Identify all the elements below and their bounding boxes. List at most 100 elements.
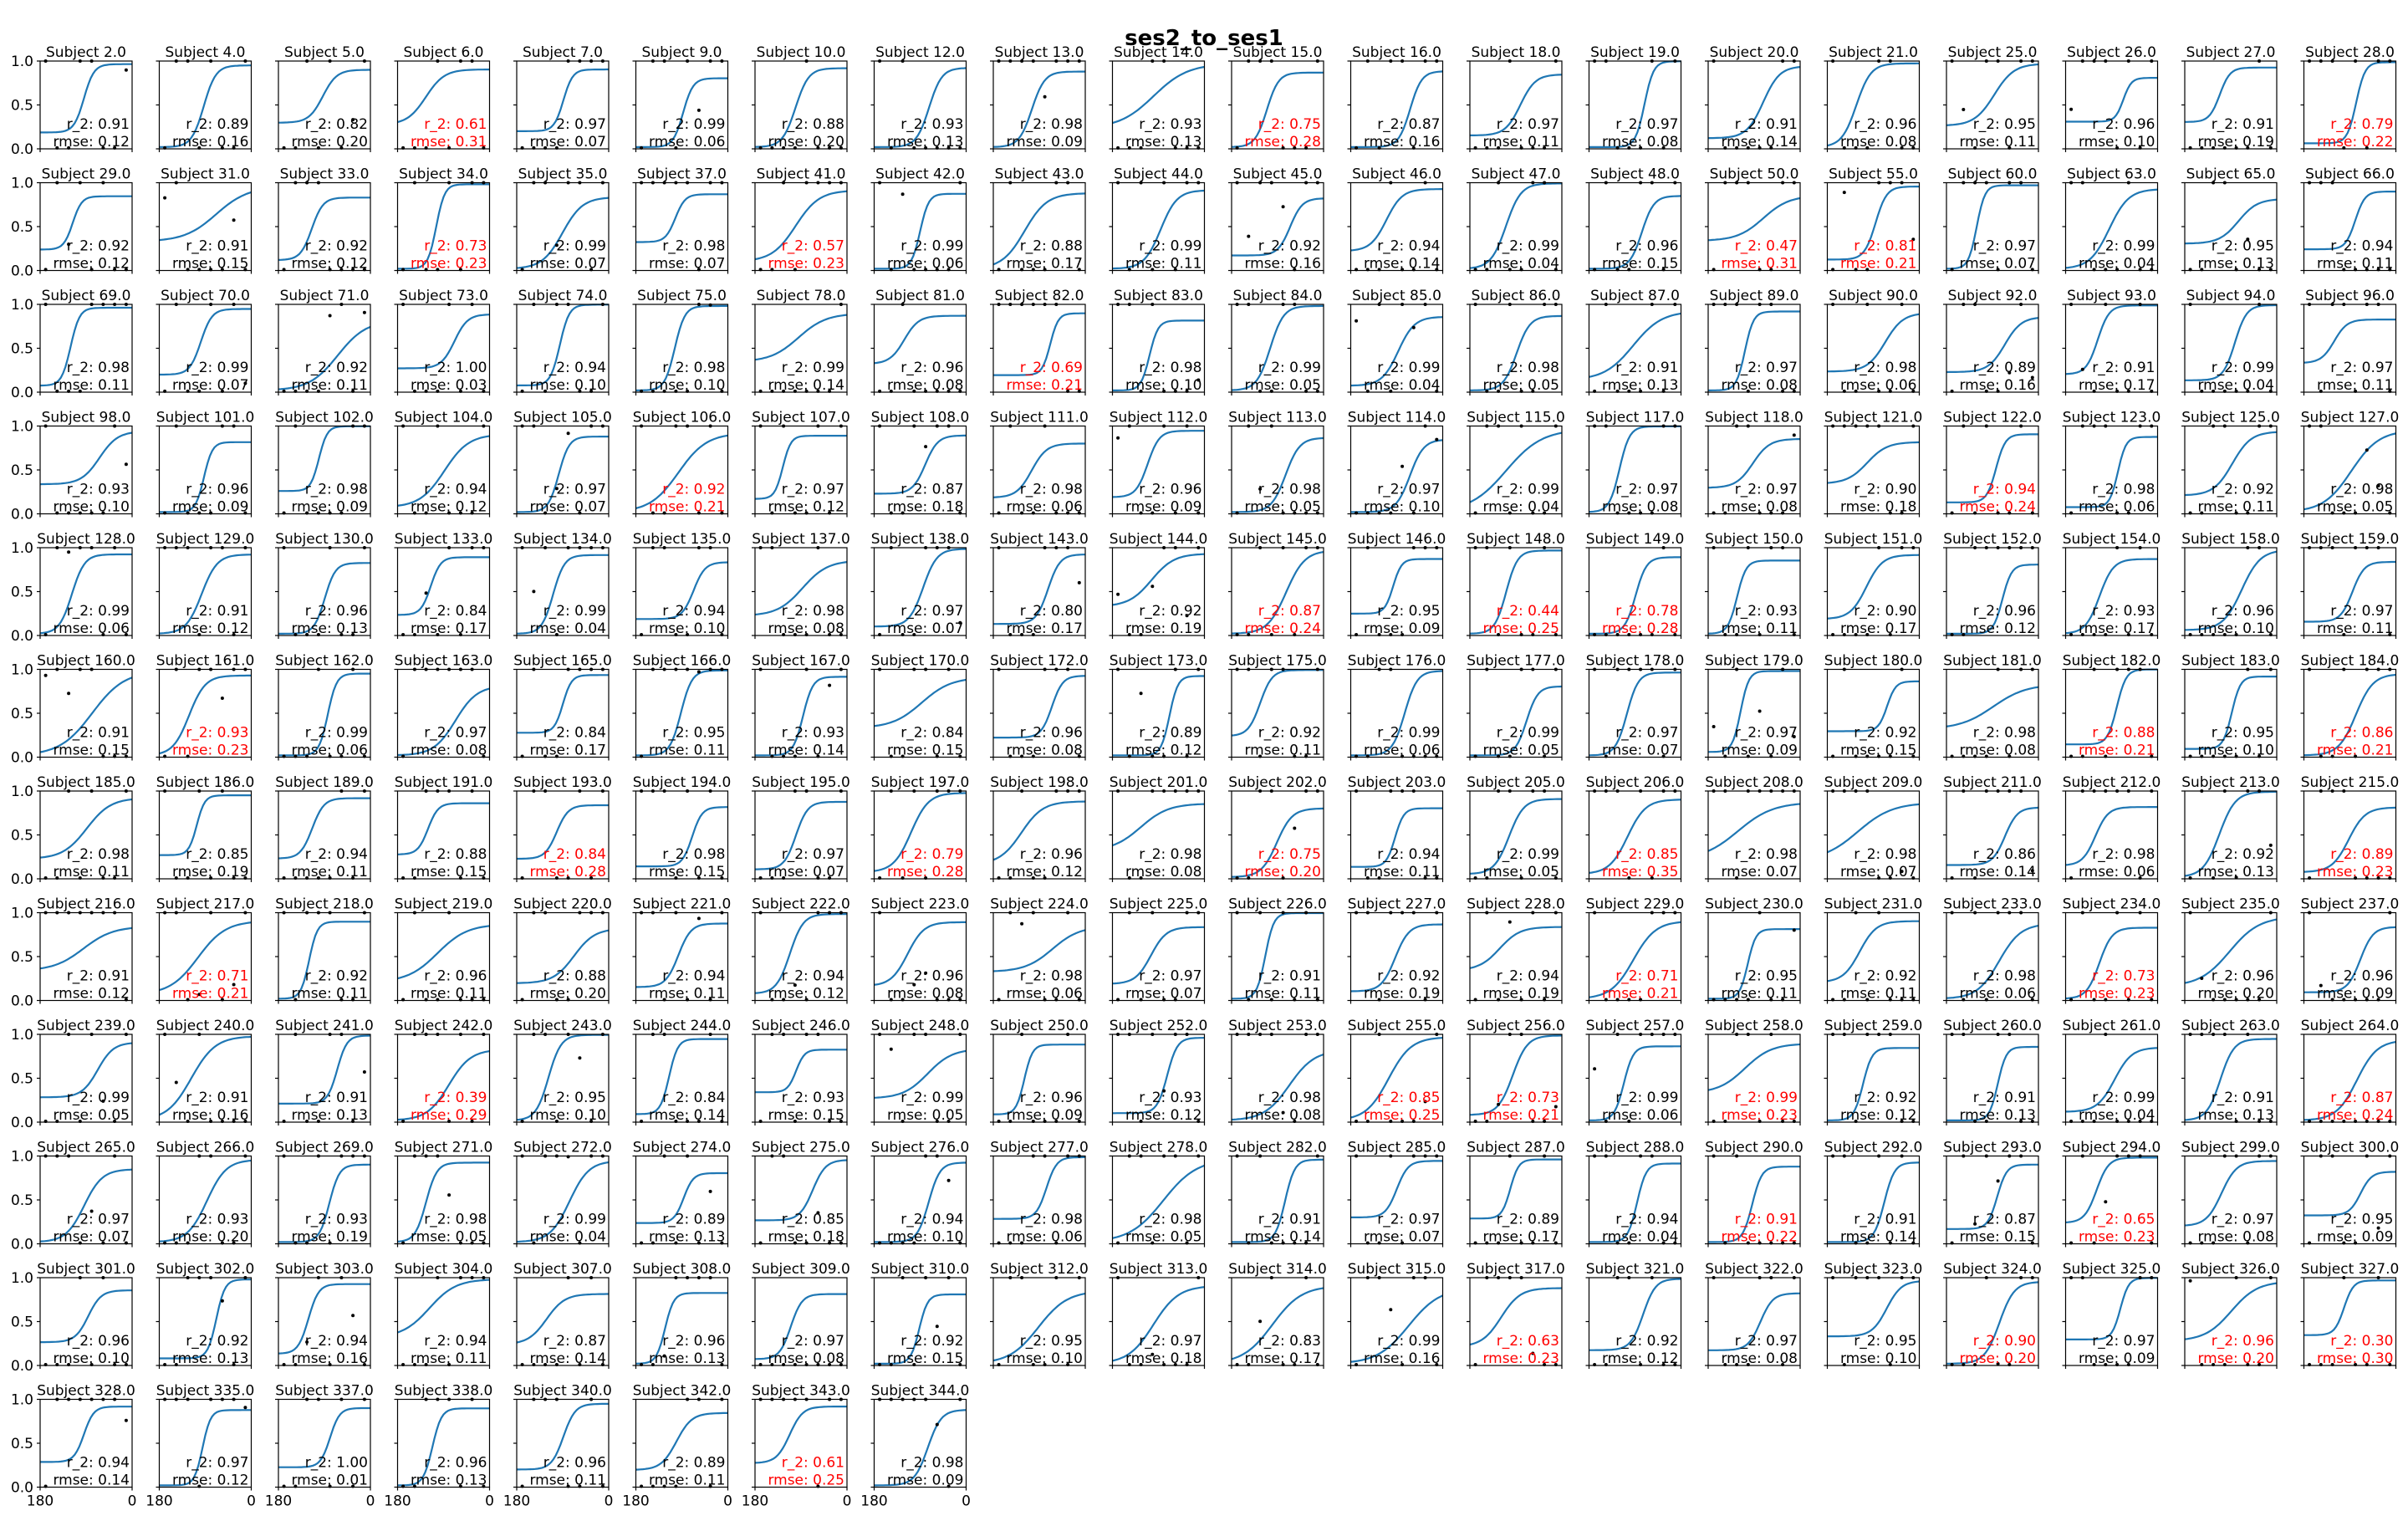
subplot-title: Subject 327.0 — [2301, 1261, 2400, 1278]
rmse-label: rmse: 0.23 — [768, 256, 844, 273]
rmse-label: rmse: 0.04 — [1482, 256, 1559, 273]
figure-title: ses2_to_ses1 — [1125, 26, 1283, 51]
subplot-title: Subject 220.0 — [513, 896, 612, 913]
r2-label: r_2: 0.98 — [1139, 846, 1201, 863]
r2-label: r_2: 0.97 — [67, 1212, 130, 1228]
r2-label: r_2: 0.91 — [67, 116, 130, 133]
rmse-label: rmse: 0.11 — [1721, 620, 1798, 637]
r2-label: r_2: 0.98 — [424, 1212, 487, 1228]
rmse-label: rmse: 0.12 — [1125, 1107, 1202, 1124]
r2-label: r_2: 0.87 — [543, 1333, 606, 1350]
subplot-title: Subject 176.0 — [1348, 653, 1446, 670]
rmse-label: rmse: 0.07 — [529, 499, 606, 516]
r2-label: r_2: 0.99 — [782, 360, 844, 376]
subplot-title: Subject 228.0 — [1467, 896, 1565, 913]
data-point — [2008, 370, 2012, 375]
r2-label: r_2: 0.91 — [1854, 1212, 1916, 1228]
subplot-title: Subject 235.0 — [2181, 896, 2280, 913]
data-point — [1593, 1067, 1597, 1071]
data-point — [696, 108, 701, 112]
y-tick-label: 0.5 — [11, 1314, 33, 1331]
subplot-title: Subject 197.0 — [871, 774, 970, 791]
rmse-label: rmse: 0.09 — [2079, 1350, 2155, 1367]
fit-curve — [754, 314, 848, 361]
subplot-title: Subject 125.0 — [2181, 410, 2280, 426]
subplot-title: Subject 107.0 — [752, 410, 850, 426]
r2-label: r_2: 0.81 — [1854, 238, 1916, 255]
r2-label: r_2: 0.82 — [305, 116, 368, 133]
rmse-label: rmse: 0.21 — [1840, 256, 1917, 273]
subplot-title: Subject 19.0 — [1590, 44, 1680, 61]
rmse-label: rmse: 0.10 — [529, 1107, 606, 1124]
fit-curve — [2065, 188, 2158, 269]
subplot-title: Subject 12.0 — [875, 44, 965, 61]
rmse-label: rmse: 0.13 — [2197, 1107, 2274, 1124]
fit-curve — [874, 67, 967, 148]
subplot-title: Subject 322.0 — [1705, 1261, 1803, 1278]
rmse-label: rmse: 0.10 — [529, 377, 606, 394]
fit-curve — [40, 63, 132, 134]
rmse-label: rmse: 0.13 — [411, 1473, 487, 1489]
fit-curve — [159, 191, 252, 242]
rmse-label: rmse: 0.11 — [53, 377, 130, 394]
rmse-label: rmse: 0.12 — [768, 499, 844, 516]
subplot-title: Subject 234.0 — [2063, 896, 2161, 913]
r2-label: r_2: 0.99 — [2212, 360, 2274, 376]
rmse-label: rmse: 0.04 — [2079, 1107, 2155, 1124]
r2-label: r_2: 0.97 — [1377, 1212, 1440, 1228]
subplot-title: Subject 260.0 — [1943, 1018, 2042, 1034]
subplot-title: Subject 7.0 — [523, 44, 603, 61]
fit-curve — [1232, 197, 1324, 257]
rmse-label: rmse: 0.07 — [1125, 986, 1202, 1003]
fit-curve — [397, 183, 490, 270]
rmse-label: rmse: 0.29 — [411, 1107, 487, 1124]
subplot-title: Subject 239.0 — [37, 1018, 135, 1034]
data-point — [1281, 205, 1285, 209]
data-point — [828, 683, 832, 687]
rmse-label: rmse: 0.13 — [887, 134, 964, 151]
rmse-label: rmse: 0.05 — [53, 1107, 130, 1124]
rmse-label: rmse: 0.14 — [53, 1473, 130, 1489]
subplot-title: Subject 227.0 — [1348, 896, 1446, 913]
rmse-label: rmse: 0.08 — [411, 743, 487, 759]
subplot-title: Subject 250.0 — [990, 1018, 1089, 1034]
r2-label: r_2: 0.96 — [1973, 603, 2036, 620]
rmse-label: rmse: 0.30 — [2317, 1350, 2394, 1367]
subplot-title: Subject 229.0 — [1586, 896, 1685, 913]
r2-label: r_2: 0.98 — [662, 360, 725, 376]
rmse-label: rmse: 0.05 — [887, 1107, 964, 1124]
r2-label: r_2: 0.92 — [1258, 725, 1321, 742]
data-point — [1712, 725, 1716, 728]
subplot-title: Subject 29.0 — [42, 166, 131, 183]
rmse-label: rmse: 0.22 — [1721, 1229, 1798, 1246]
subplot-title: Subject 154.0 — [2063, 531, 2161, 548]
r2-label: r_2: 0.94 — [305, 1333, 368, 1350]
rmse-label: rmse: 0.23 — [2079, 986, 2155, 1003]
subplot-title: Subject 134.0 — [513, 531, 612, 548]
y-tick-label: 1.0 — [11, 1392, 33, 1409]
data-point — [351, 118, 355, 122]
subplot-title: Subject 127.0 — [2301, 410, 2400, 426]
r2-label: r_2: 0.85 — [1615, 846, 1678, 863]
y-tick-label: 0.0 — [11, 385, 33, 401]
data-point — [708, 1189, 712, 1193]
fit-curve — [2303, 319, 2396, 364]
r2-label: r_2: 0.96 — [900, 360, 963, 376]
subplot-title: Subject 324.0 — [1943, 1261, 2042, 1278]
subplot-title: Subject 173.0 — [1110, 653, 1208, 670]
subplot-title: Subject 261.0 — [2063, 1018, 2161, 1034]
rmse-label: rmse: 0.20 — [291, 134, 368, 151]
r2-label: r_2: 0.93 — [186, 1212, 248, 1228]
subplot-title: Subject 301.0 — [37, 1261, 135, 1278]
subplot-title: Subject 10.0 — [757, 44, 846, 61]
